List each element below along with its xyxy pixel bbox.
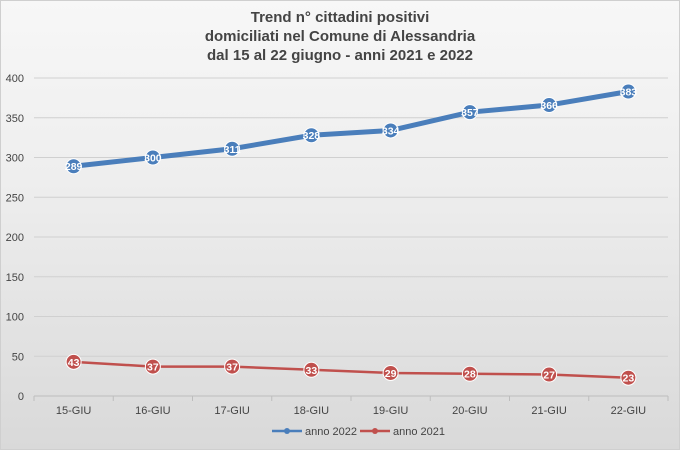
legend-label: anno 2021 bbox=[393, 426, 445, 438]
y-tick-label: 100 bbox=[6, 312, 24, 324]
data-label: 334 bbox=[382, 125, 400, 137]
data-label: 29 bbox=[385, 368, 397, 380]
x-axis: 15-GIU 16-GIU 17-GIU 18-GIU 19-GIU 20-GIU 21-G… bbox=[33, 396, 669, 417]
data-point bbox=[620, 369, 637, 386]
data-point bbox=[303, 127, 320, 144]
data-point bbox=[541, 97, 558, 114]
data-point bbox=[461, 365, 478, 382]
y-tick-label: 50 bbox=[12, 351, 24, 363]
x-tick-label: 21-GIU bbox=[531, 405, 567, 417]
data-label: 37 bbox=[226, 362, 238, 374]
x-tick-label: 22-GIU bbox=[611, 405, 647, 417]
data-point bbox=[541, 366, 558, 383]
data-label: 33 bbox=[306, 365, 318, 377]
data-label: 43 bbox=[68, 357, 80, 369]
data-point bbox=[65, 158, 82, 175]
y-tick-label: 250 bbox=[6, 192, 24, 204]
data-point bbox=[224, 140, 241, 157]
legend-label: anno 2022 bbox=[305, 426, 357, 438]
chart-title-line: Trend n° cittadini positivi bbox=[251, 9, 430, 26]
y-tick-label: 200 bbox=[6, 232, 24, 244]
series-line bbox=[72, 360, 630, 379]
series-anno-2021: 43 37 37 33 29 28 27 23 bbox=[65, 353, 637, 386]
x-tick-label: 17-GIU bbox=[214, 405, 250, 417]
data-point bbox=[461, 104, 478, 121]
data-label: 289 bbox=[65, 161, 83, 173]
data-point bbox=[144, 358, 161, 375]
series-anno-2022: 289 300 311 328 334 357 366 383 bbox=[65, 83, 638, 175]
y-tick-label: 0 bbox=[18, 391, 24, 403]
x-tick-label: 19-GIU bbox=[373, 405, 409, 417]
data-label: 357 bbox=[461, 107, 479, 119]
y-tick-label: 300 bbox=[6, 153, 24, 165]
data-label: 383 bbox=[620, 87, 638, 99]
y-tick-label: 350 bbox=[6, 113, 24, 125]
legend: anno 2022 anno 2021 bbox=[272, 426, 445, 438]
data-point bbox=[382, 122, 399, 139]
x-tick-label: 20-GIU bbox=[452, 405, 488, 417]
data-point bbox=[303, 361, 320, 378]
data-point bbox=[144, 149, 161, 166]
data-point bbox=[224, 358, 241, 375]
data-point bbox=[382, 364, 399, 381]
chart-title-line: dal 15 al 22 giugno - anni 2021 e 2022 bbox=[207, 47, 473, 64]
data-label: 37 bbox=[147, 362, 159, 374]
data-label: 28 bbox=[464, 369, 476, 381]
series-line bbox=[71, 89, 631, 169]
data-label: 311 bbox=[224, 144, 241, 156]
x-tick-label: 18-GIU bbox=[294, 405, 330, 417]
legend-swatch-marker bbox=[372, 428, 378, 434]
data-label: 366 bbox=[540, 100, 558, 112]
legend-swatch-marker bbox=[284, 428, 290, 434]
x-tick-label: 15-GIU bbox=[56, 405, 92, 417]
gridlines bbox=[34, 77, 668, 397]
y-tick-label: 150 bbox=[6, 272, 24, 284]
legend-item: anno 2022 bbox=[272, 426, 357, 438]
data-label: 27 bbox=[543, 370, 555, 382]
chart-title-line: domiciliati nel Comune di Alessandria bbox=[205, 28, 476, 45]
data-point bbox=[65, 353, 82, 370]
data-label: 300 bbox=[144, 153, 162, 165]
data-point bbox=[620, 83, 637, 100]
y-axis: 0 50 100 150 200 250 300 350 400 bbox=[6, 73, 24, 403]
y-tick-label: 400 bbox=[6, 73, 24, 85]
x-tick-label: 16-GIU bbox=[135, 405, 171, 417]
data-label: 328 bbox=[303, 130, 321, 142]
series: 289 300 311 328 334 357 366 383 43 37 37 33 29 28 27 23 bbox=[65, 83, 638, 386]
legend-item: anno 2021 bbox=[360, 426, 445, 438]
data-label: 23 bbox=[623, 373, 635, 385]
chart-title: Trend n° cittadini positivi domiciliati n… bbox=[205, 9, 476, 64]
